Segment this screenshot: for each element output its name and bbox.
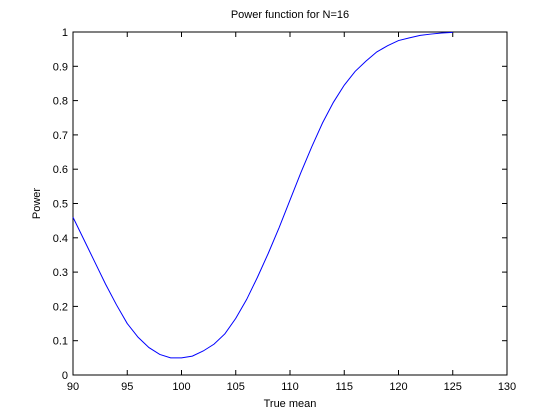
x-tick-label: 95 bbox=[121, 381, 133, 393]
y-tick-label: 0.9 bbox=[53, 61, 68, 73]
y-tick-label: 0.2 bbox=[53, 301, 68, 313]
y-axis-ticks: 0 0.1 0.2 0.3 0.4 0.5 0.6 0.7 0.8 0.9 1 bbox=[53, 27, 507, 382]
x-axis-ticks: 90 95 100 105 110 115 120 125 130 bbox=[67, 32, 516, 393]
plot-area bbox=[72, 31, 508, 376]
y-tick-label: 0 bbox=[62, 370, 68, 382]
x-tick-label: 120 bbox=[389, 381, 407, 393]
x-tick-label: 130 bbox=[498, 381, 516, 393]
y-tick-label: 0.8 bbox=[53, 96, 68, 108]
x-tick-label: 110 bbox=[281, 381, 299, 393]
y-tick-label: 0.4 bbox=[53, 233, 68, 245]
series-layer bbox=[72, 31, 453, 359]
x-tick-label: 115 bbox=[335, 381, 353, 393]
x-tick-label: 105 bbox=[227, 381, 245, 393]
y-tick-label: 0.5 bbox=[53, 199, 68, 211]
x-tick-label: 90 bbox=[67, 381, 79, 393]
plot-frame bbox=[72, 31, 508, 376]
y-tick-label: 0.6 bbox=[53, 164, 68, 176]
x-axis-label: True mean bbox=[264, 398, 317, 410]
x-tick-label: 100 bbox=[172, 381, 190, 393]
y-tick-label: 0.7 bbox=[53, 130, 68, 142]
x-tick-label: 125 bbox=[444, 381, 462, 393]
y-axis-label: Power bbox=[31, 188, 43, 220]
y-tick-label: 0.3 bbox=[53, 267, 68, 279]
y-tick-label: 1 bbox=[62, 27, 68, 39]
y-tick-label: 0.1 bbox=[53, 336, 68, 348]
chart-title: Power function for N=16 bbox=[231, 9, 349, 21]
power-curve-line bbox=[72, 31, 453, 359]
